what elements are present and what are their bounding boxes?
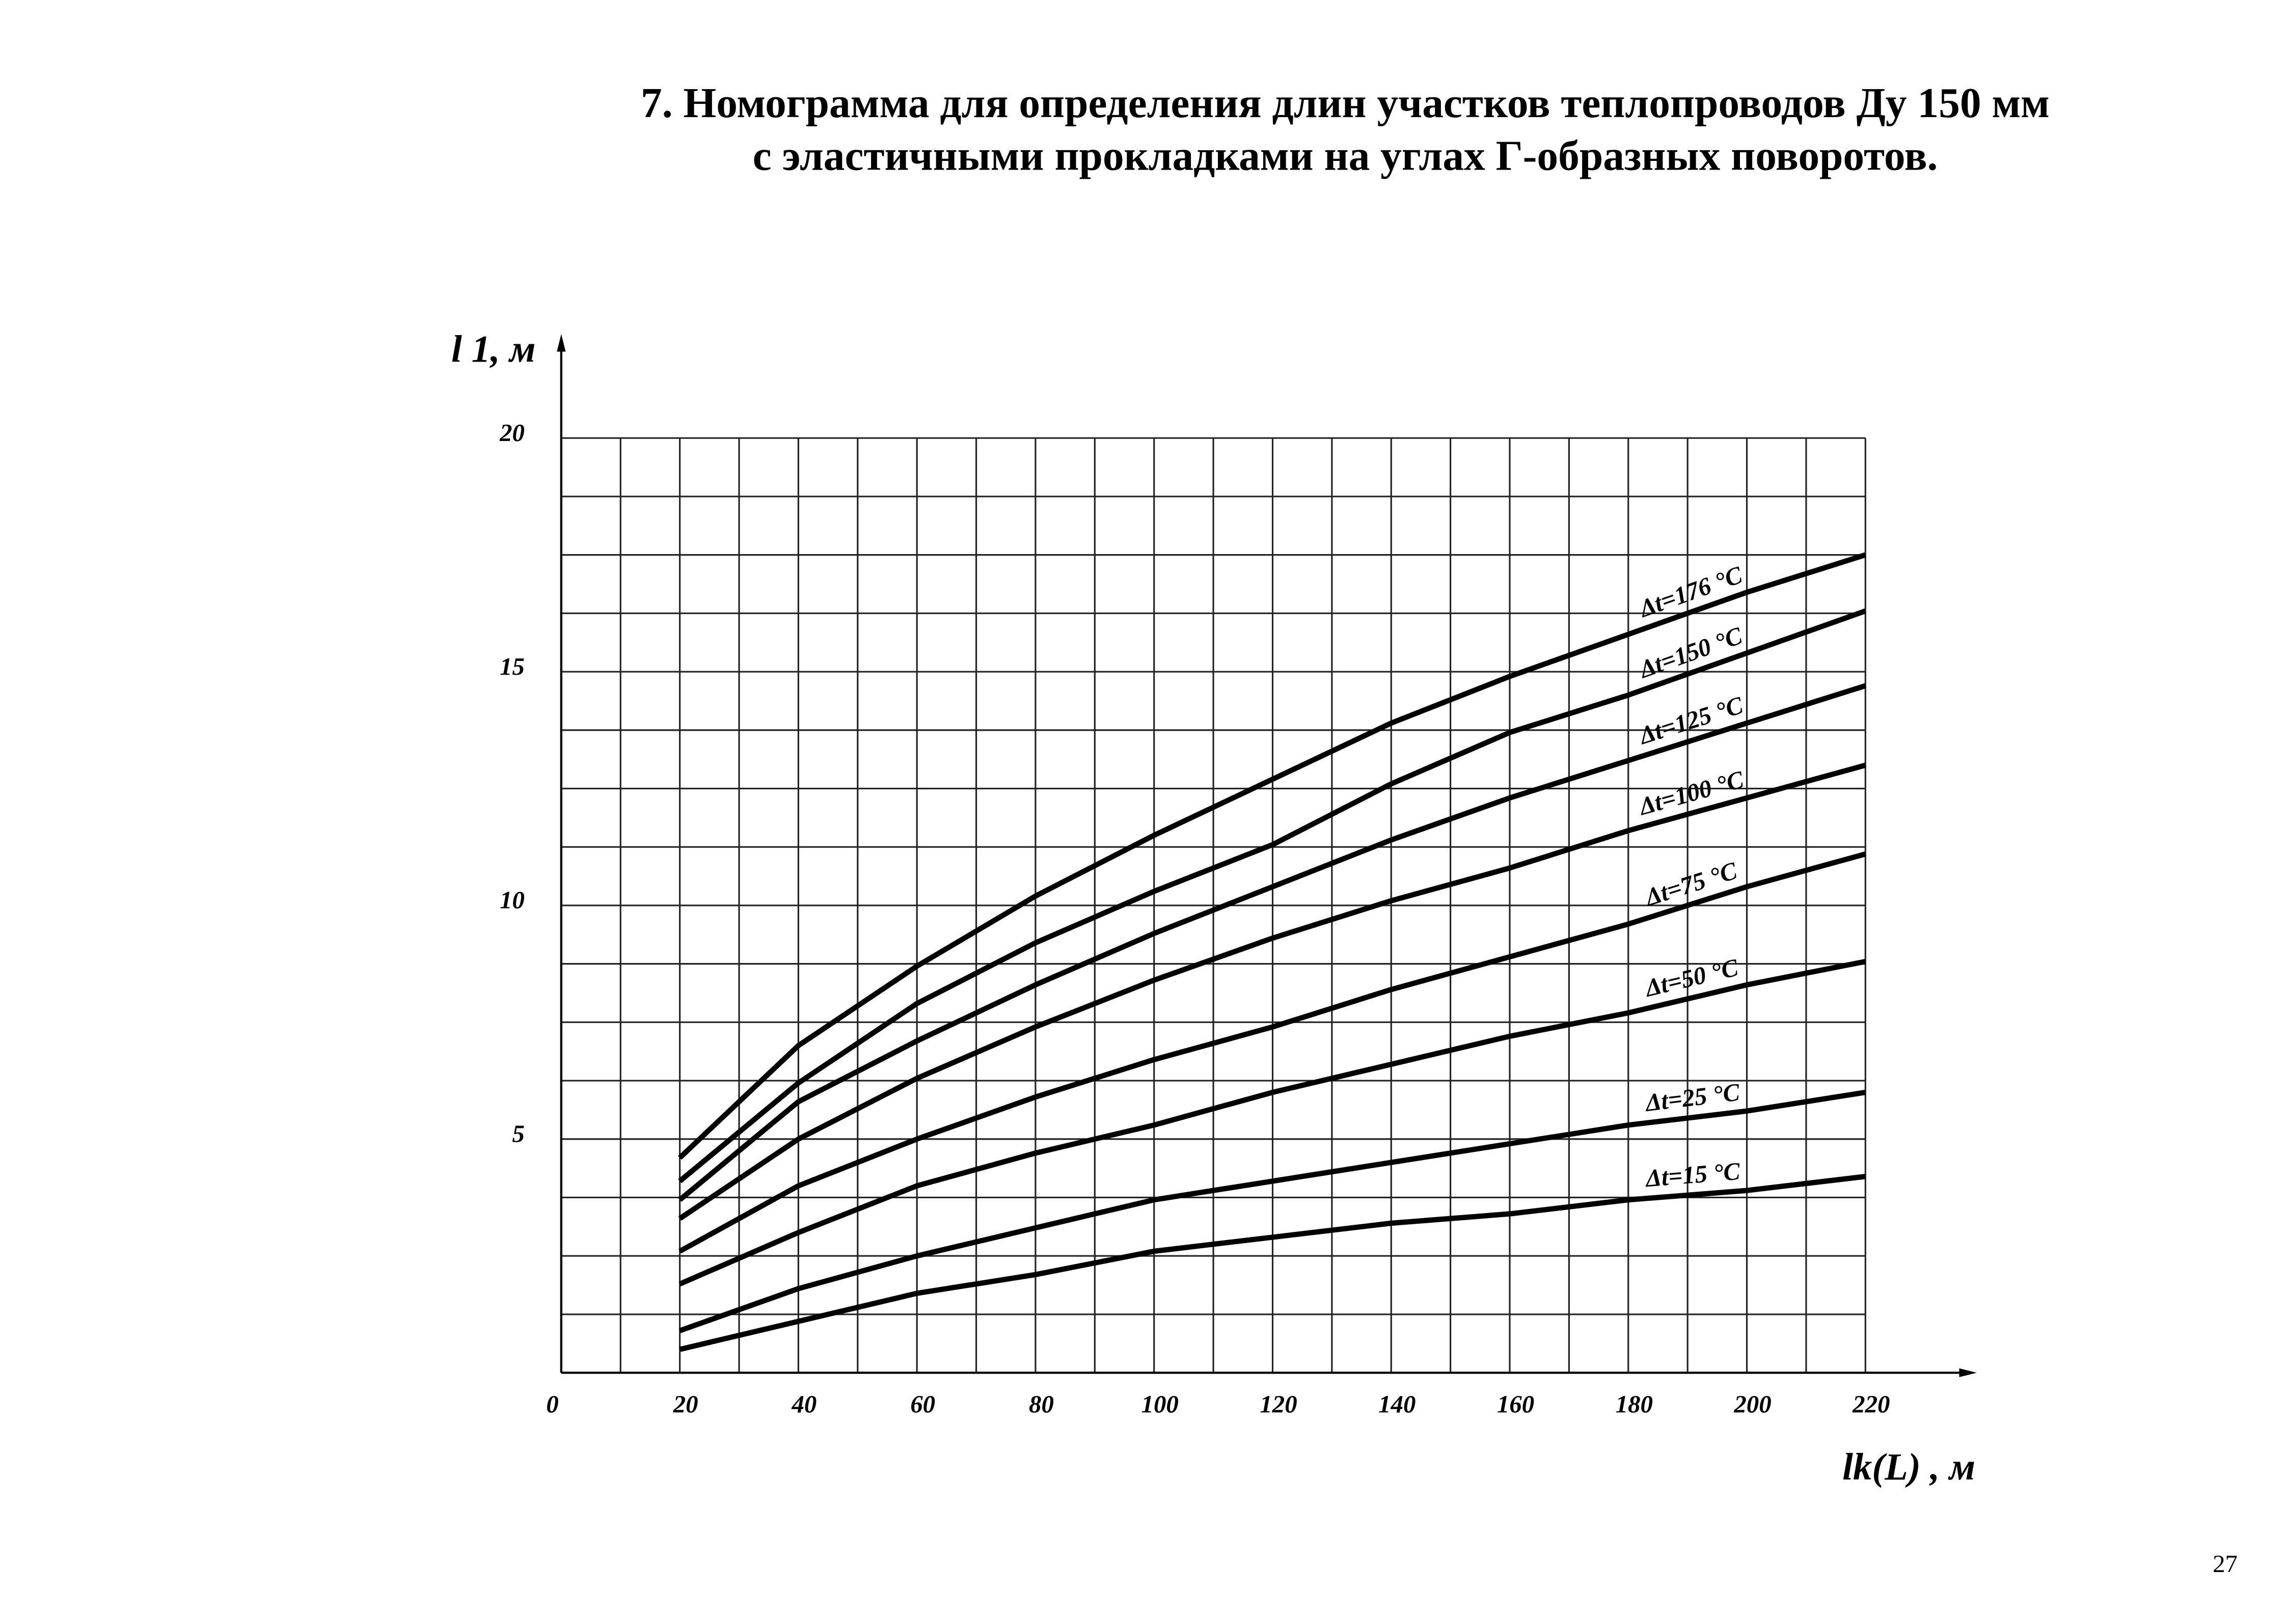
x-tick-label: 40 bbox=[791, 1390, 817, 1418]
y-axis-label: l 1, м bbox=[451, 328, 535, 371]
x-tick-label: 160 bbox=[1497, 1390, 1534, 1418]
x-tick-label: 60 bbox=[910, 1390, 935, 1418]
x-tick-label: 120 bbox=[1260, 1390, 1297, 1418]
x-tick-label: 180 bbox=[1616, 1390, 1653, 1418]
series-line bbox=[678, 552, 1866, 1160]
x-axis-arrow bbox=[1959, 1368, 1977, 1378]
x-axis-label: lk(L) , м bbox=[1842, 1446, 1975, 1489]
series-line bbox=[678, 1089, 1866, 1333]
x-tick-label: 0 bbox=[546, 1390, 558, 1418]
x-tick-label: 100 bbox=[1141, 1390, 1179, 1418]
y-tick-label: 5 bbox=[512, 1120, 525, 1148]
page-number: 27 bbox=[2213, 1550, 2238, 1578]
series-line bbox=[678, 683, 1866, 1202]
x-tick-label: 140 bbox=[1378, 1390, 1416, 1418]
x-tick-label: 80 bbox=[1029, 1390, 1054, 1418]
series-line bbox=[678, 851, 1866, 1254]
y-axis-arrow bbox=[557, 334, 566, 352]
chart-title: с эластичными прокладками на углах Г-обр… bbox=[753, 133, 1938, 180]
series-label: Δt=50 °C bbox=[1642, 953, 1741, 1002]
chart-title: 7. Номограмма для определения длин участ… bbox=[641, 80, 2050, 127]
series-line bbox=[678, 958, 1866, 1287]
y-tick-label: 20 bbox=[499, 419, 525, 447]
series-label: Δt=15 °C bbox=[1644, 1157, 1741, 1193]
series-line bbox=[679, 1174, 1866, 1352]
series-line bbox=[678, 762, 1866, 1221]
series-line bbox=[678, 608, 1867, 1183]
y-tick-label: 10 bbox=[500, 886, 525, 914]
x-tick-label: 20 bbox=[673, 1390, 698, 1418]
y-tick-label: 15 bbox=[500, 652, 525, 680]
x-tick-label: 200 bbox=[1733, 1390, 1771, 1418]
x-tick-label: 220 bbox=[1852, 1390, 1890, 1418]
